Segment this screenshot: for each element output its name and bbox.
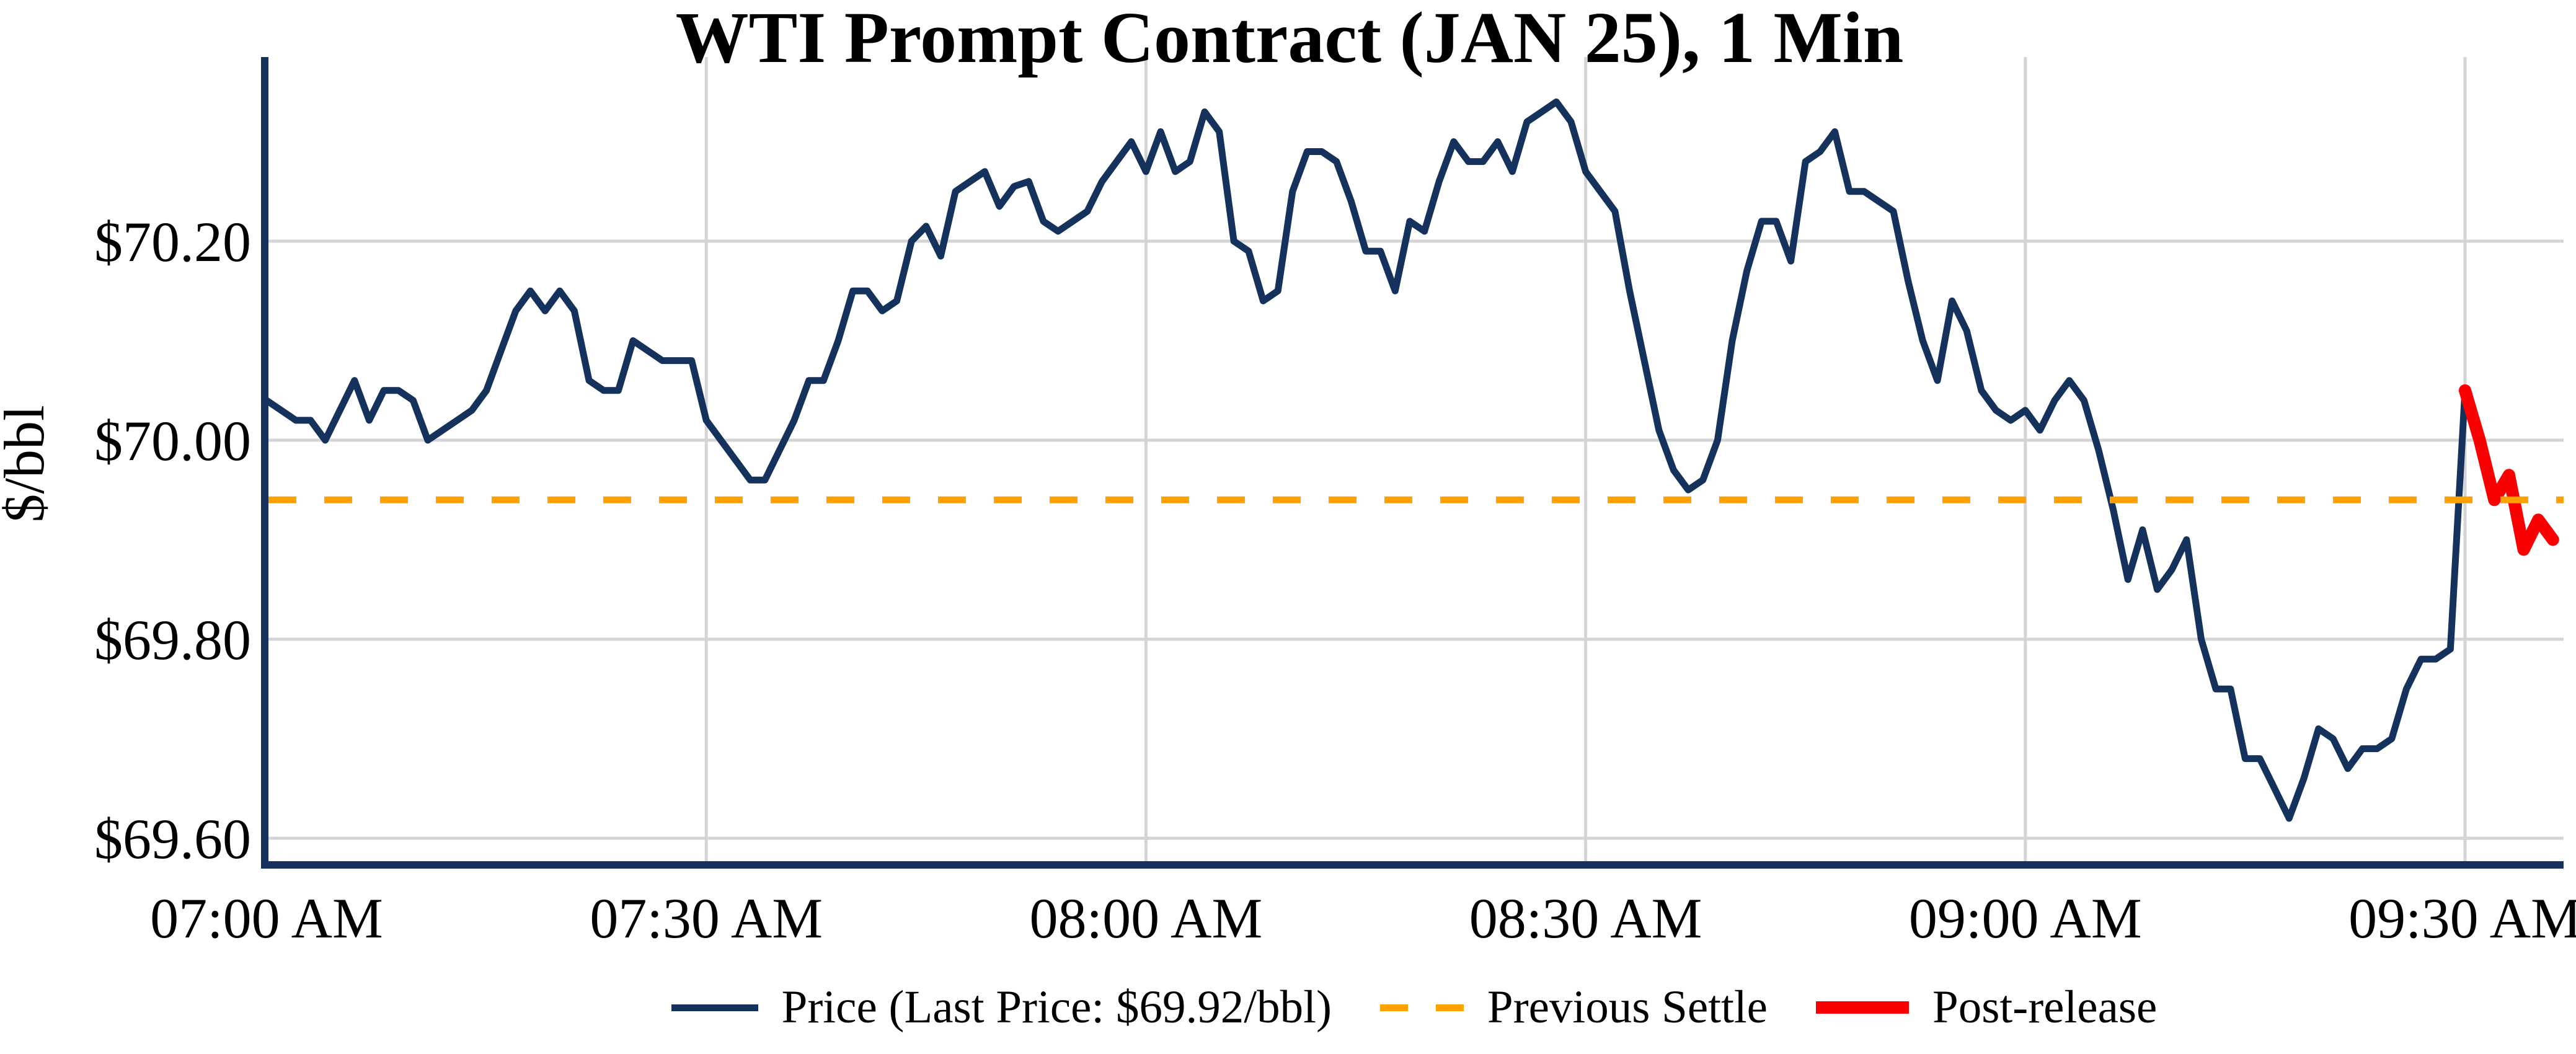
price-line bbox=[263, 98, 2469, 822]
legend-item-post-release: Post-release bbox=[1815, 973, 2158, 1042]
price-line-swatch-icon bbox=[671, 1004, 758, 1011]
legend-post-label: Post-release bbox=[1932, 981, 2158, 1033]
legend-settle-label: Previous Settle bbox=[1487, 981, 1768, 1033]
tick-labels: $69.60 $69.80 $70.00 $70.20 07:00 AM 07:30 AM… bbox=[94, 210, 2576, 950]
y-tick-label: $69.80 bbox=[94, 608, 251, 671]
x-tick-label: 09:30 AM bbox=[2348, 887, 2576, 950]
legend: Price (Last Price: $69.92/bbl) Previous … bbox=[265, 973, 2564, 1042]
y-axis-title: $/bbl bbox=[0, 405, 56, 522]
x-tick-label: 07:00 AM bbox=[150, 887, 383, 950]
x-tick-label: 09:00 AM bbox=[1909, 887, 2142, 950]
chart-title: WTI Prompt Contract (JAN 25), 1 Min bbox=[676, 0, 1904, 78]
x-tick-label: 07:30 AM bbox=[590, 887, 823, 950]
y-tick-label: $70.00 bbox=[94, 409, 251, 472]
gridlines bbox=[265, 57, 2564, 865]
post-release-swatch-icon bbox=[1815, 1001, 1909, 1014]
data-series bbox=[263, 98, 2564, 822]
post-release-line bbox=[2459, 384, 2559, 556]
settle-dashed-swatch-icon bbox=[1379, 1004, 1464, 1011]
x-tick-label: 08:00 AM bbox=[1030, 887, 1263, 950]
legend-item-price: Price (Last Price: $69.92/bbl) bbox=[671, 973, 1332, 1042]
legend-price-label: Price (Last Price: $69.92/bbl) bbox=[781, 981, 1332, 1033]
legend-item-previous-settle: Previous Settle bbox=[1379, 973, 1768, 1042]
x-tick-label: 08:30 AM bbox=[1469, 887, 1702, 950]
y-tick-label: $69.60 bbox=[94, 807, 251, 870]
axes bbox=[261, 57, 2564, 869]
y-tick-label: $70.20 bbox=[94, 210, 251, 273]
